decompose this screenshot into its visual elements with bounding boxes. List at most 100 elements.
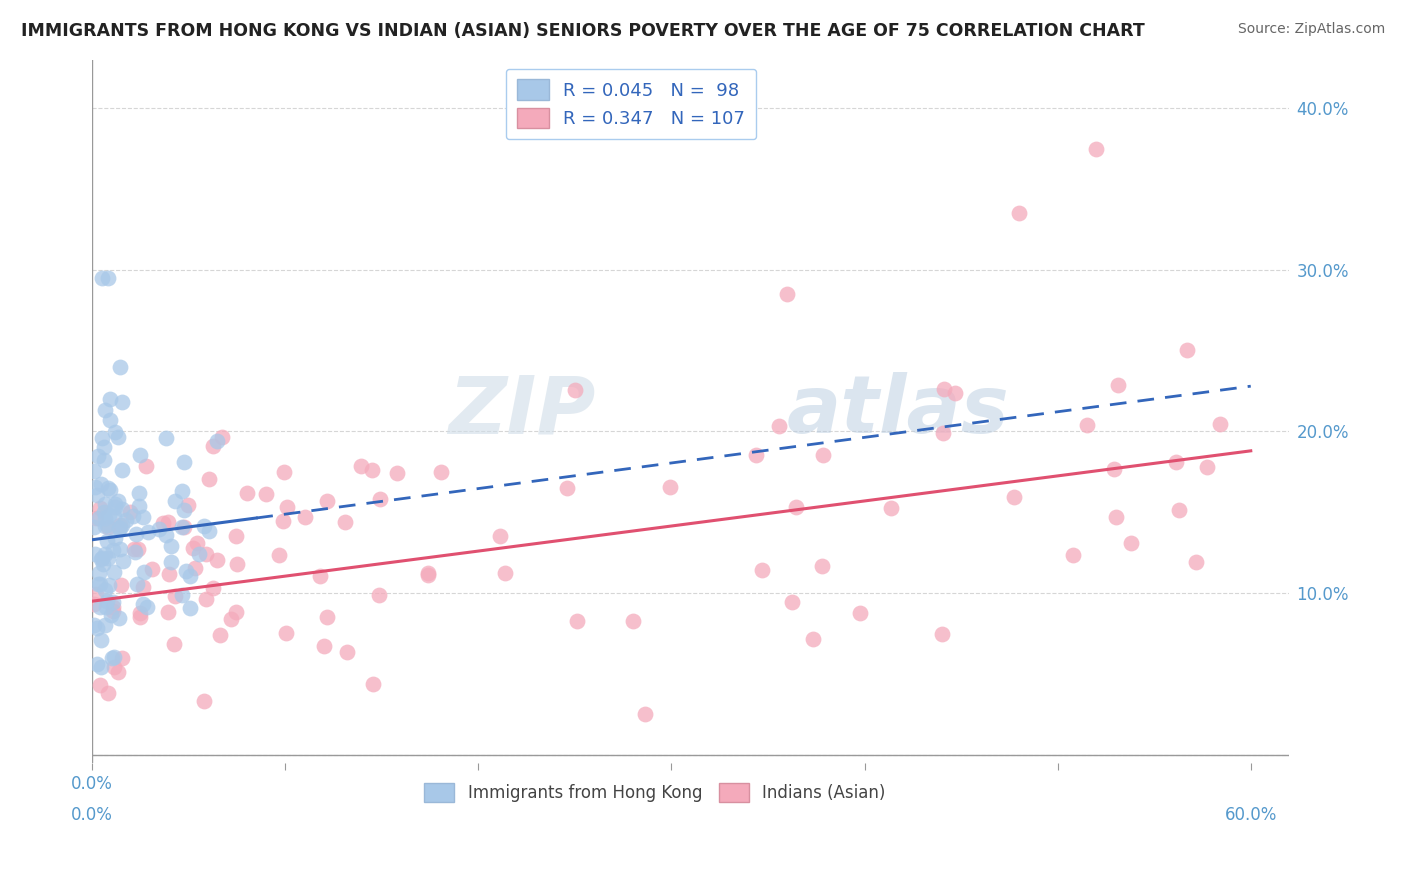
Point [86,621,108,635]
Point [186,536,208,550]
Point [89,577,111,591]
Point [90,551,112,566]
Point [93,505,115,519]
Point [367,588,389,602]
Point [1062,548,1084,562]
Point [108,521,131,535]
Point [316,610,339,624]
Point [98,578,121,592]
Point [97,520,120,534]
Point [174,564,197,578]
Point [658,480,681,494]
Point [94,402,117,417]
Point [849,607,872,621]
Point [111,394,134,409]
Point [489,529,512,543]
Point [564,383,586,397]
Point [1184,555,1206,569]
Point [128,486,150,500]
Point [84,586,107,600]
Point [107,430,129,444]
Point [418,567,440,582]
Point [236,485,259,500]
Point [104,531,127,545]
Point [159,555,181,569]
Point [385,466,408,480]
Point [176,499,198,513]
Point [156,605,179,619]
Point [1167,503,1189,517]
Point [94,519,117,533]
Point [751,563,773,577]
Point [170,588,193,602]
Point [103,565,125,579]
Text: ZIP: ZIP [447,372,595,450]
Point [91,557,114,571]
Point [276,500,298,515]
Point [813,448,835,462]
Point [309,568,332,582]
Point [90,660,112,674]
Point [273,465,295,479]
Point [294,509,316,524]
Point [98,483,121,498]
Point [768,418,790,433]
Point [93,453,115,467]
Point [97,551,120,566]
Point [122,541,145,556]
Point [152,516,174,530]
Point [173,520,195,534]
Point [84,480,107,494]
Point [124,545,146,559]
Point [201,440,224,454]
Point [198,472,221,486]
Point [100,607,122,622]
Point [361,677,384,691]
Point [495,566,517,580]
Point [179,569,201,583]
Point [93,441,115,455]
Point [188,547,211,561]
Point [111,517,134,532]
Point [1076,418,1098,433]
Point [129,606,152,620]
Point [634,706,657,721]
Point [135,459,157,474]
Point [93,497,115,511]
Point [776,287,799,301]
Point [312,639,335,653]
Point [103,659,125,673]
Point [108,359,131,374]
Point [429,465,451,479]
Point [225,605,247,619]
Point [89,678,111,692]
Point [90,270,112,285]
Point [785,500,807,514]
Point [90,431,112,445]
Point [173,455,195,469]
Point [193,518,215,533]
Point [201,581,224,595]
Point [129,448,152,462]
Point [1166,455,1188,469]
Point [87,449,110,463]
Point [1195,460,1218,475]
Point [226,557,249,571]
Point [100,413,122,427]
Point [1008,206,1031,220]
Point [107,521,129,535]
Point [195,547,218,561]
Text: IMMIGRANTS FROM HONG KONG VS INDIAN (ASIAN) SENIORS POVERTY OVER THE AGE OF 75 C: IMMIGRANTS FROM HONG KONG VS INDIAN (ASI… [21,22,1144,40]
Point [112,554,135,568]
Text: atlas: atlas [786,372,1010,450]
Text: 60.0%: 60.0% [1225,806,1277,824]
Point [96,594,118,608]
Point [101,595,124,609]
Point [96,534,118,549]
Point [87,577,110,591]
Point [83,464,105,478]
Point [254,487,277,501]
Point [194,591,217,606]
Text: Source: ZipAtlas.com: Source: ZipAtlas.com [1237,22,1385,37]
Point [181,541,204,556]
